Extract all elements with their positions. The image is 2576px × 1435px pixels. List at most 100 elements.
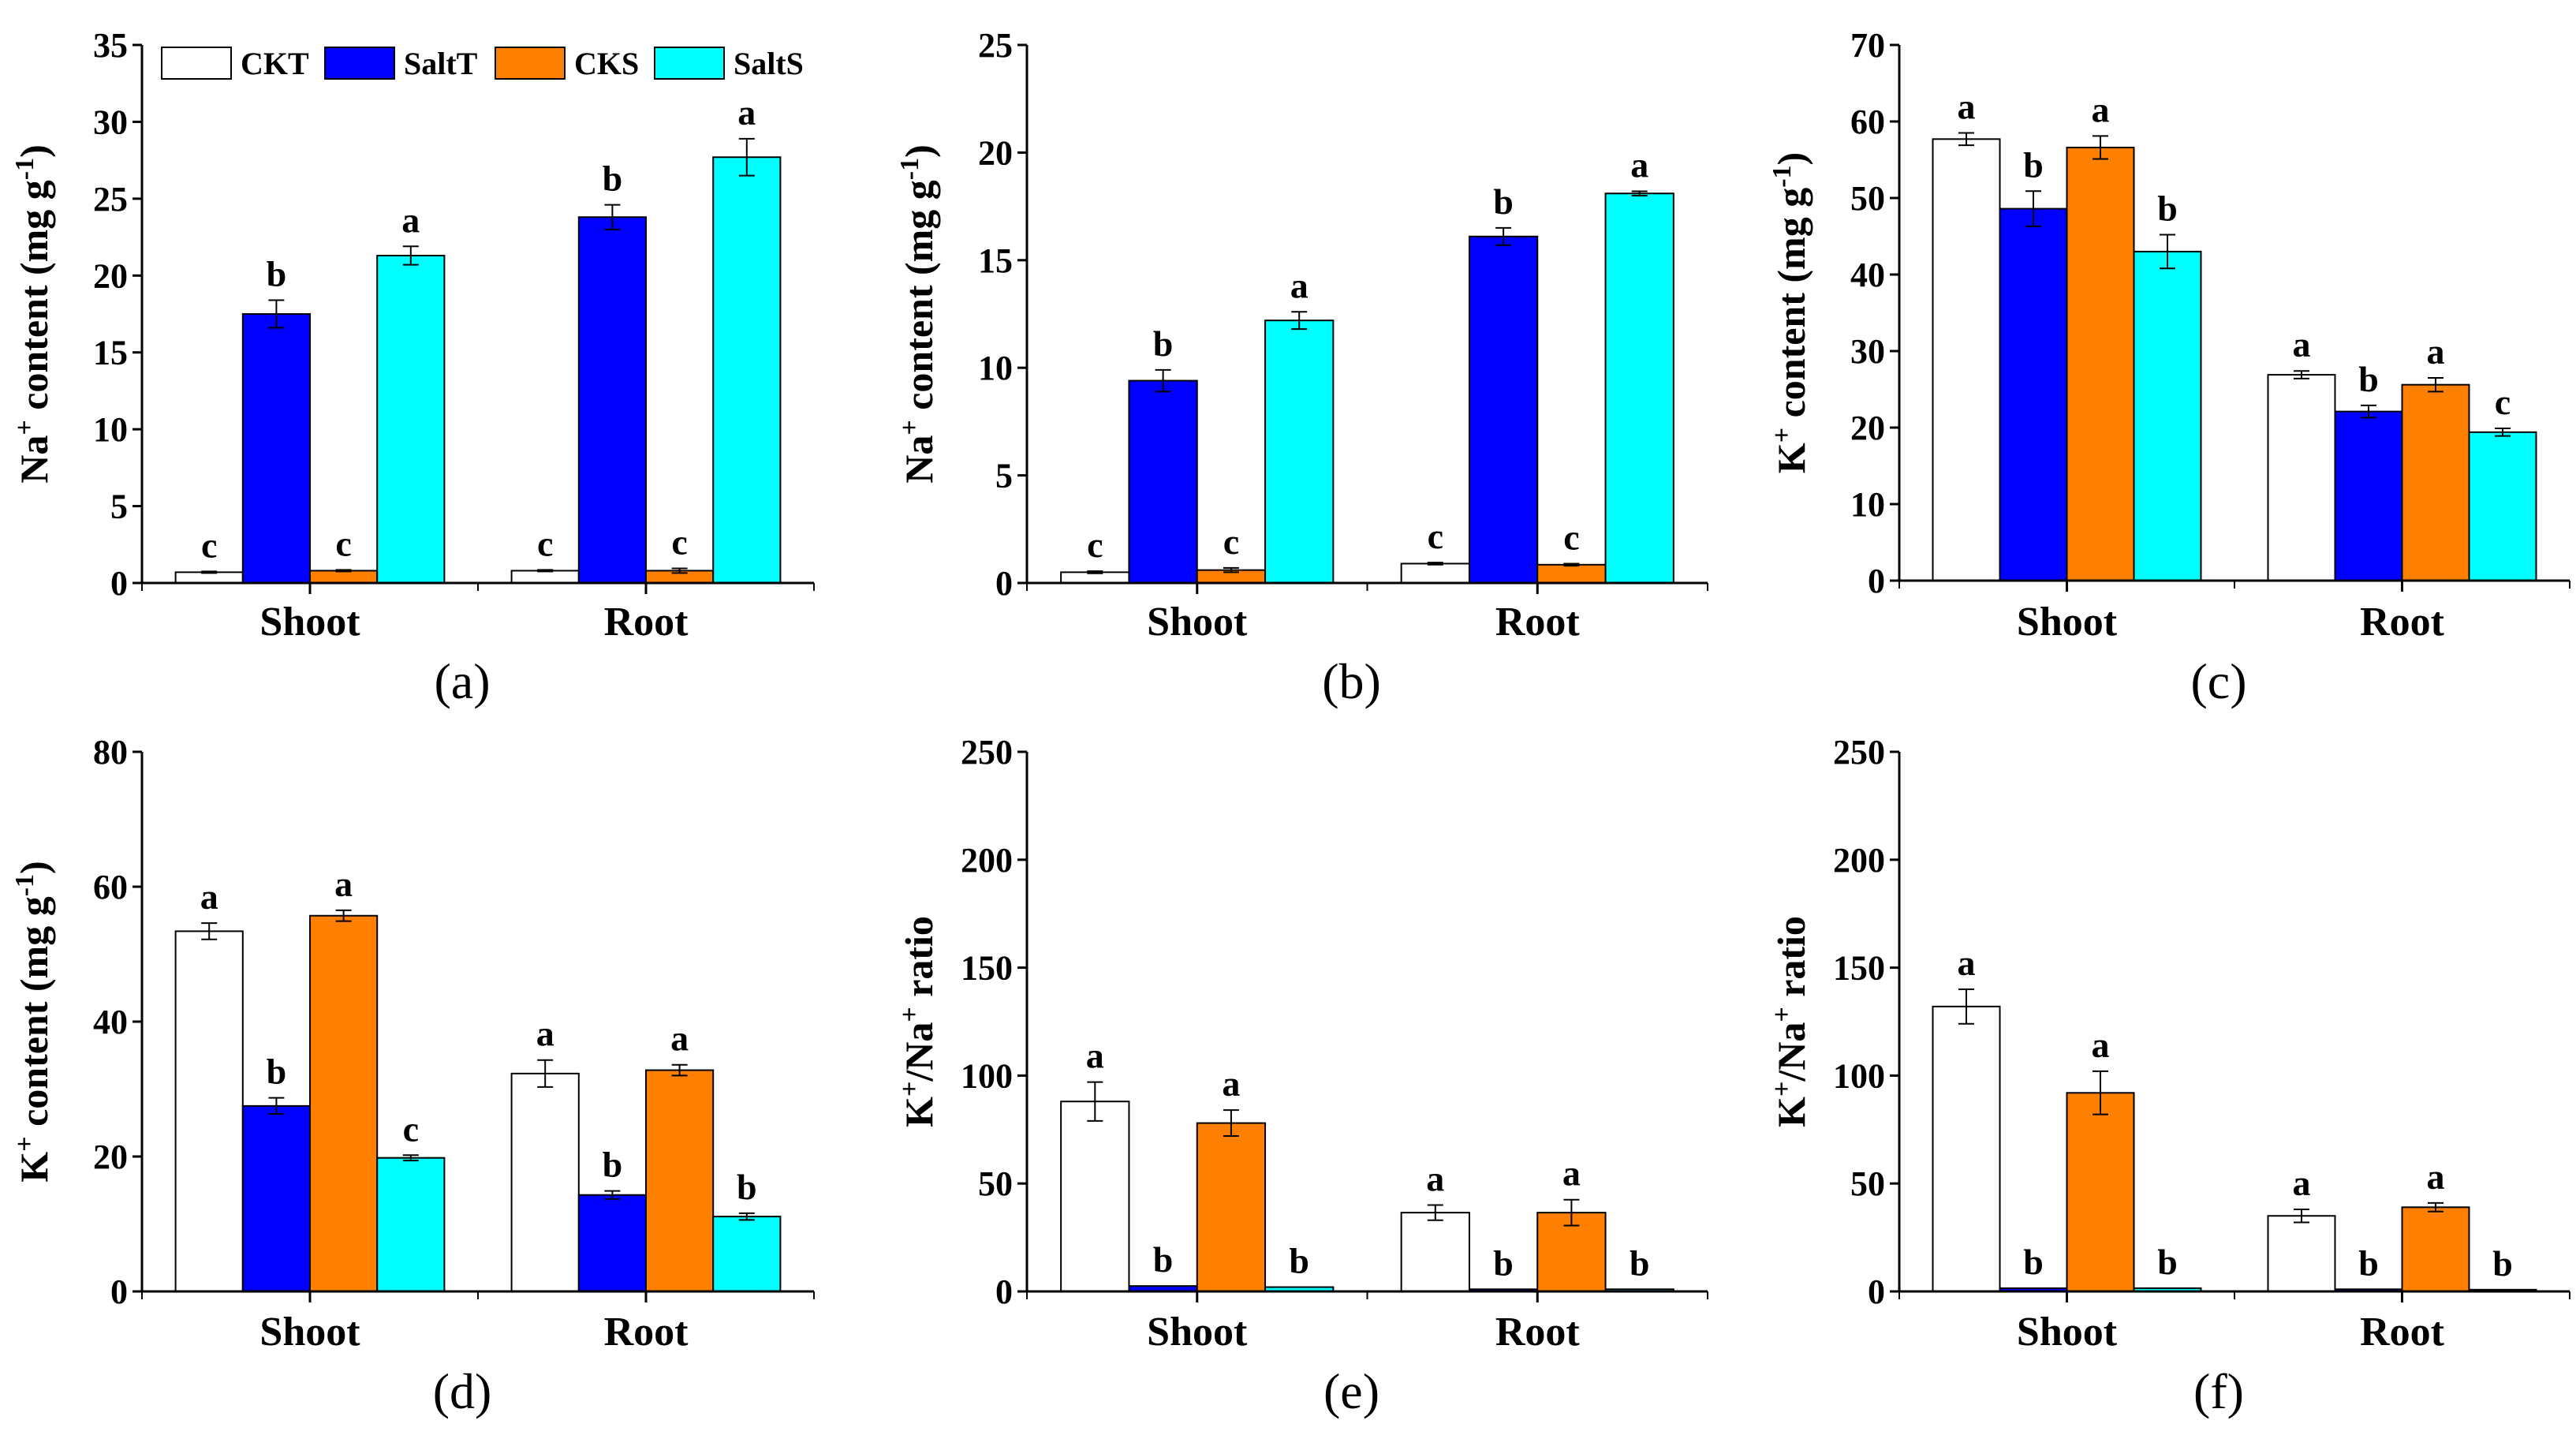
bar-ckt-root [1400,562,1470,584]
x-tick-label: Root [1495,600,1581,645]
y-tick-label: 5 [995,457,1013,495]
y-axis-label-part: content (mg g [897,180,941,420]
y-tick-label: 10 [93,410,128,449]
significance-letter: a [2427,331,2445,372]
bar-ckt-shoot [1932,1005,2001,1293]
significance-letter: b [2157,189,2178,229]
y-axis-label: Na+ content (mg g-1) [895,144,942,484]
bar-salts-shoot [376,254,446,584]
y-tick-label: 0 [110,1272,128,1311]
y-tick-label: 20 [93,256,128,295]
bar-salts-shoot [1264,320,1335,584]
y-axis-label-part: ratio [1769,916,1813,1007]
bar-saltt-shoot [1128,379,1198,584]
significance-letter: c [671,521,687,562]
bar-ckt-root [2267,374,2336,581]
bar-ckt-root [510,570,580,585]
x-tick-label: Shoot [1147,600,1248,645]
significance-letter: a [200,876,218,917]
y-tick-label: 15 [978,241,1013,280]
bar-salts-root [1604,192,1674,584]
significance-letter: b [2358,1243,2379,1283]
significance-letter: a [1958,87,1976,127]
significance-letter: b [603,159,623,199]
significance-letter: a [1562,1153,1581,1194]
significance-letter: b [2492,1243,2513,1284]
y-tick-label: 50 [1850,1164,1885,1203]
legend-swatch-salts [654,47,725,80]
panel-label: (a) [434,653,490,709]
significance-letter: a [401,200,420,240]
y-tick-label: 0 [995,564,1013,603]
y-axis-label-part: -1 [10,874,39,896]
bar-salts-shoot [2133,250,2202,581]
significance-letter: c [537,523,553,563]
legend-swatch-ckt [161,47,232,80]
y-tick-label: 20 [978,133,1013,172]
significance-letter: b [603,1145,623,1185]
y-axis-label-part: ) [12,861,56,874]
y-axis-label-part: -1 [10,158,39,180]
significance-letter: b [1493,1243,1514,1283]
bar-cks-root [645,1069,715,1293]
y-tick-label: 10 [978,349,1013,387]
significance-letter: c [1223,521,1239,562]
y-tick-label: 60 [1850,103,1885,141]
x-tick-label: Root [2360,1310,2445,1355]
y-tick-label: 20 [93,1138,128,1176]
significance-letter: b [1153,1239,1174,1280]
significance-letter: b [2157,1242,2178,1282]
panel-label: (d) [433,1363,492,1419]
y-axis-label-part: /Na [897,1022,941,1082]
y-tick-label: 50 [1850,179,1885,218]
x-tick-label: Shoot [2017,600,2118,645]
significance-letter: b [737,1167,757,1207]
significance-letter: b [1289,1241,1309,1281]
x-tick-label: Root [604,1310,689,1355]
bar-salts-root [2468,431,2537,581]
x-tick-label: Root [2360,600,2445,645]
bar-cks-shoot [309,914,379,1292]
bar-cks-root [2401,1206,2470,1293]
x-tick-label: Shoot [259,600,360,645]
y-axis-label: K+/Na+ ratio [895,916,942,1127]
bar-saltt-root [577,216,647,584]
y-tick-label: 60 [93,868,128,906]
significance-letter: c [1563,517,1579,557]
chart-panel-b: c b c a Shoot c b c a Root 0 5 10 15 20 25 Na+ content (… [895,26,1708,709]
y-tick-label: 35 [93,26,128,65]
y-tick-label: 25 [93,180,128,219]
y-axis-label-part: + [10,420,39,435]
bar-ckt-shoot [174,930,244,1293]
x-tick-label: Root [604,600,689,645]
panel-label: (c) [2190,653,2246,709]
y-tick-label: 100 [961,1056,1013,1095]
y-tick-label: 200 [1833,841,1885,880]
significance-letter: a [670,1018,689,1059]
legend-swatch-cks [495,47,566,80]
significance-letter: c [1428,516,1443,556]
y-axis-label-part: ratio [897,916,941,1007]
significance-letter: c [1087,525,1103,565]
bar-saltt-shoot [241,1104,311,1292]
significance-letter: c [2495,382,2511,422]
y-tick-label: 70 [1850,26,1885,65]
legend-label: SaltT [404,46,478,81]
significance-letter: a [2092,1025,2110,1065]
bar-saltt-shoot [241,313,311,584]
y-axis-label-part: + [895,1082,924,1097]
bar-ckt-shoot [1060,1101,1130,1293]
significance-letter: c [403,1108,419,1149]
significance-letter: a [737,92,756,133]
y-axis-label-part: K [12,1152,56,1183]
y-tick-label: 150 [961,949,1013,988]
bar-saltt-root [2334,410,2403,581]
x-tick-label: Root [1495,1310,1581,1355]
y-axis-label-part: ) [1769,152,1813,166]
x-tick-label: Shoot [1147,1310,1248,1355]
significance-letter: a [2427,1157,2445,1197]
y-tick-label: 0 [1868,562,1885,600]
bar-cks-root [2401,383,2470,581]
